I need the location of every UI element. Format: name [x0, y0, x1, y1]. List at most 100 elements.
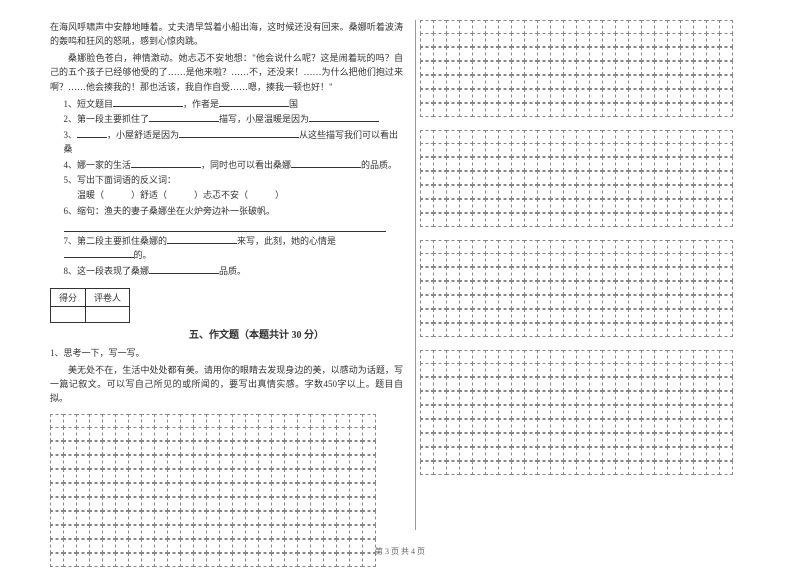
grid-cell [680, 240, 694, 254]
grid-cell [310, 455, 324, 469]
grid-cell [537, 267, 551, 281]
grid-cell [654, 391, 668, 405]
grid-cell [284, 497, 298, 511]
grid-cell [628, 267, 642, 281]
grid-cell [76, 441, 90, 455]
grid-cell [602, 461, 616, 475]
grid-cell [524, 461, 538, 475]
grid-cell [297, 469, 311, 483]
grid-cell [654, 103, 668, 117]
grid-cell [641, 75, 655, 89]
grid-cell [511, 253, 525, 267]
grid-cell [550, 350, 564, 364]
grid-cell [498, 447, 512, 461]
grid-cell [420, 61, 434, 75]
grid-cell [459, 199, 473, 213]
grid-cell [719, 130, 733, 144]
grid-cell [589, 103, 603, 117]
grid-cell [628, 33, 642, 47]
grid-cell [524, 185, 538, 199]
grid-cell [76, 525, 90, 539]
grid-cell [446, 419, 460, 433]
grid-row [420, 434, 760, 448]
grid-cell [693, 281, 707, 295]
grid-cell [641, 253, 655, 267]
grid-cell [141, 414, 155, 428]
grid-row [50, 526, 403, 540]
grid-cell [485, 350, 499, 364]
grid-cell [459, 185, 473, 199]
grid-cell [667, 391, 681, 405]
grid-cell [433, 89, 447, 103]
grid-row [420, 350, 760, 364]
grid-cell [180, 497, 194, 511]
grid-cell [459, 143, 473, 157]
grid-cell [102, 441, 116, 455]
grid-cell [537, 199, 551, 213]
grid-cell [667, 213, 681, 227]
grid-cell [615, 295, 629, 309]
grid-cell [446, 253, 460, 267]
grid-cell [550, 130, 564, 144]
grid-cell [524, 405, 538, 419]
grid-cell [485, 130, 499, 144]
question-5-line: 温暖（ ）舒适（ ）忐忑不安（ ） [77, 188, 403, 202]
grid-cell [420, 461, 434, 475]
grid-cell [362, 469, 376, 483]
grid-cell [459, 20, 473, 34]
grid-cell [420, 103, 434, 117]
grid-cell [576, 309, 590, 323]
grid-cell [284, 469, 298, 483]
grid-cell [550, 103, 564, 117]
grid-cell [193, 525, 207, 539]
grid-cell [693, 171, 707, 185]
grid-cell [641, 89, 655, 103]
grid-cell [433, 143, 447, 157]
grid-cell [193, 455, 207, 469]
grid-cell [524, 433, 538, 447]
grid-cell [680, 377, 694, 391]
q2-mid: 描写，小屋温暖是因为 [219, 114, 309, 124]
grid-cell [420, 143, 434, 157]
grid-cell [498, 391, 512, 405]
grid-cell [323, 511, 337, 525]
grid-cell [654, 295, 668, 309]
grid-cell [693, 461, 707, 475]
grid-cell [193, 441, 207, 455]
grid-cell [615, 461, 629, 475]
grid-row [420, 130, 760, 144]
grid-cell [537, 363, 551, 377]
grid-cell [128, 511, 142, 525]
grid-cell [420, 253, 434, 267]
grid-cell [459, 281, 473, 295]
grid-cell [706, 309, 720, 323]
grid-cell [154, 414, 168, 428]
grid-row [420, 406, 760, 420]
grid-cell [667, 157, 681, 171]
grid-cell [615, 20, 629, 34]
grid-cell [498, 281, 512, 295]
grid-cell [654, 461, 668, 475]
grid-cell [719, 33, 733, 47]
grid-cell [102, 414, 116, 428]
grid-cell [511, 323, 525, 337]
q5-line: 温暖（ ）舒适（ ）忐忑不安（ ） [77, 190, 284, 200]
grid-cell [537, 405, 551, 419]
grid-cell [550, 199, 564, 213]
grid-cell [219, 525, 233, 539]
grid-cell [141, 525, 155, 539]
grid-cell [271, 469, 285, 483]
grid-cell [667, 363, 681, 377]
grid-cell [485, 323, 499, 337]
grid-cell [336, 414, 350, 428]
grid-cell [180, 441, 194, 455]
grader-cell [86, 307, 130, 323]
grid-cell [180, 483, 194, 497]
grid-cell [420, 185, 434, 199]
grid-cell [50, 455, 64, 469]
grid-cell [511, 61, 525, 75]
grid-cell [589, 89, 603, 103]
grid-cell [550, 47, 564, 61]
grid-cell [433, 130, 447, 144]
grid-cell [680, 253, 694, 267]
